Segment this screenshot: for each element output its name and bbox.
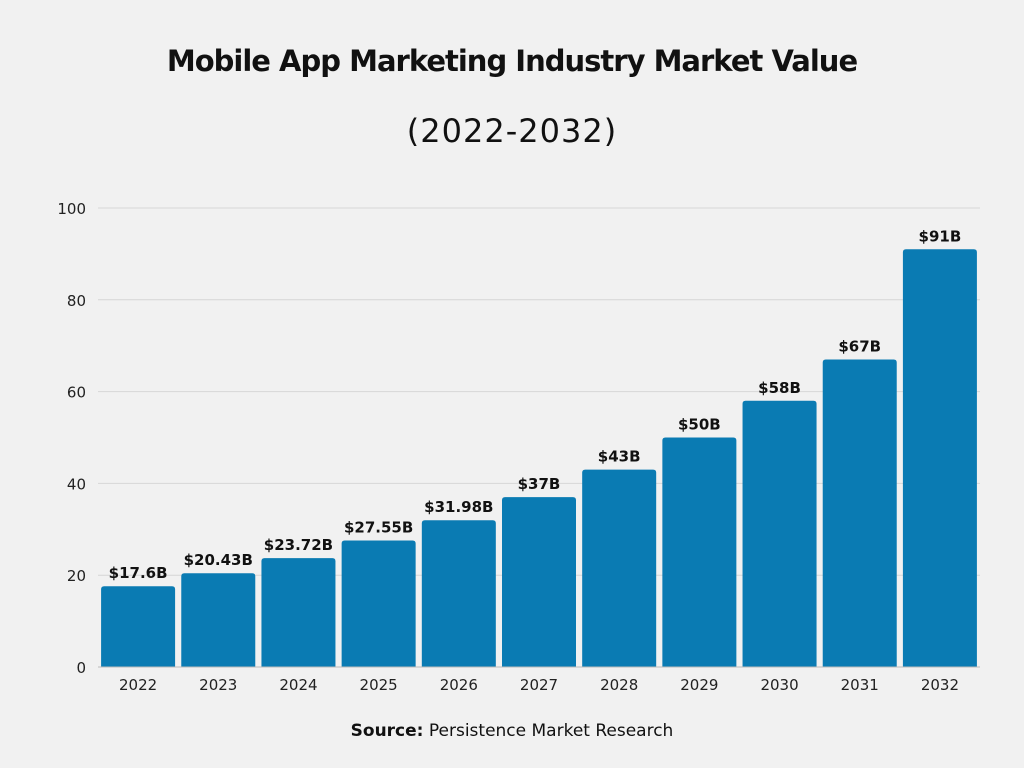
data-label: $20.43B <box>184 551 253 569</box>
bar <box>181 573 256 667</box>
y-tick-label: 60 <box>67 384 86 402</box>
chart-subtitle: (2022-2032) <box>406 112 618 150</box>
data-label: $43B <box>598 448 641 466</box>
data-label: $17.6B <box>109 564 168 582</box>
bar <box>582 469 657 667</box>
y-tick-label: 80 <box>67 292 86 310</box>
x-tick-label: 2024 <box>279 676 317 694</box>
bar <box>421 520 496 667</box>
source-note: Source: Persistence Market Research <box>0 721 1024 741</box>
x-tick-label: 2031 <box>841 676 879 694</box>
bar <box>502 497 576 667</box>
bar <box>822 359 897 667</box>
source-text: Persistence Market Research <box>423 721 674 741</box>
data-label: $31.98B <box>424 498 493 516</box>
data-label: $27.55B <box>344 519 413 537</box>
bar <box>742 400 817 667</box>
x-tick-label: 2022 <box>119 676 157 694</box>
x-tick-label: 2025 <box>360 676 398 694</box>
bar <box>341 540 416 667</box>
bar <box>902 249 977 667</box>
bar <box>261 558 336 667</box>
x-tick-label: 2028 <box>600 676 638 694</box>
data-label: $37B <box>518 475 561 493</box>
data-label: $58B <box>758 379 801 397</box>
y-tick-label: 20 <box>67 567 86 585</box>
source-label: Source: <box>350 721 424 741</box>
data-label: $23.72B <box>264 536 333 554</box>
data-label: $67B <box>838 337 881 355</box>
x-tick-label: 2030 <box>760 676 798 694</box>
x-tick-label: 2032 <box>921 676 959 694</box>
x-tick-label: 2026 <box>440 676 478 694</box>
bar <box>101 586 176 667</box>
x-tick-label: 2029 <box>680 676 718 694</box>
y-tick-label: 100 <box>57 200 86 218</box>
bar <box>662 437 737 667</box>
x-tick-label: 2023 <box>199 676 237 694</box>
chart-title: Mobile App Marketing Industry Market Val… <box>166 44 858 78</box>
data-label: $91B <box>919 227 962 245</box>
x-tick-label: 2027 <box>520 676 558 694</box>
y-tick-label: 0 <box>76 659 86 677</box>
y-tick-label: 40 <box>67 475 86 493</box>
data-label: $50B <box>678 416 721 434</box>
